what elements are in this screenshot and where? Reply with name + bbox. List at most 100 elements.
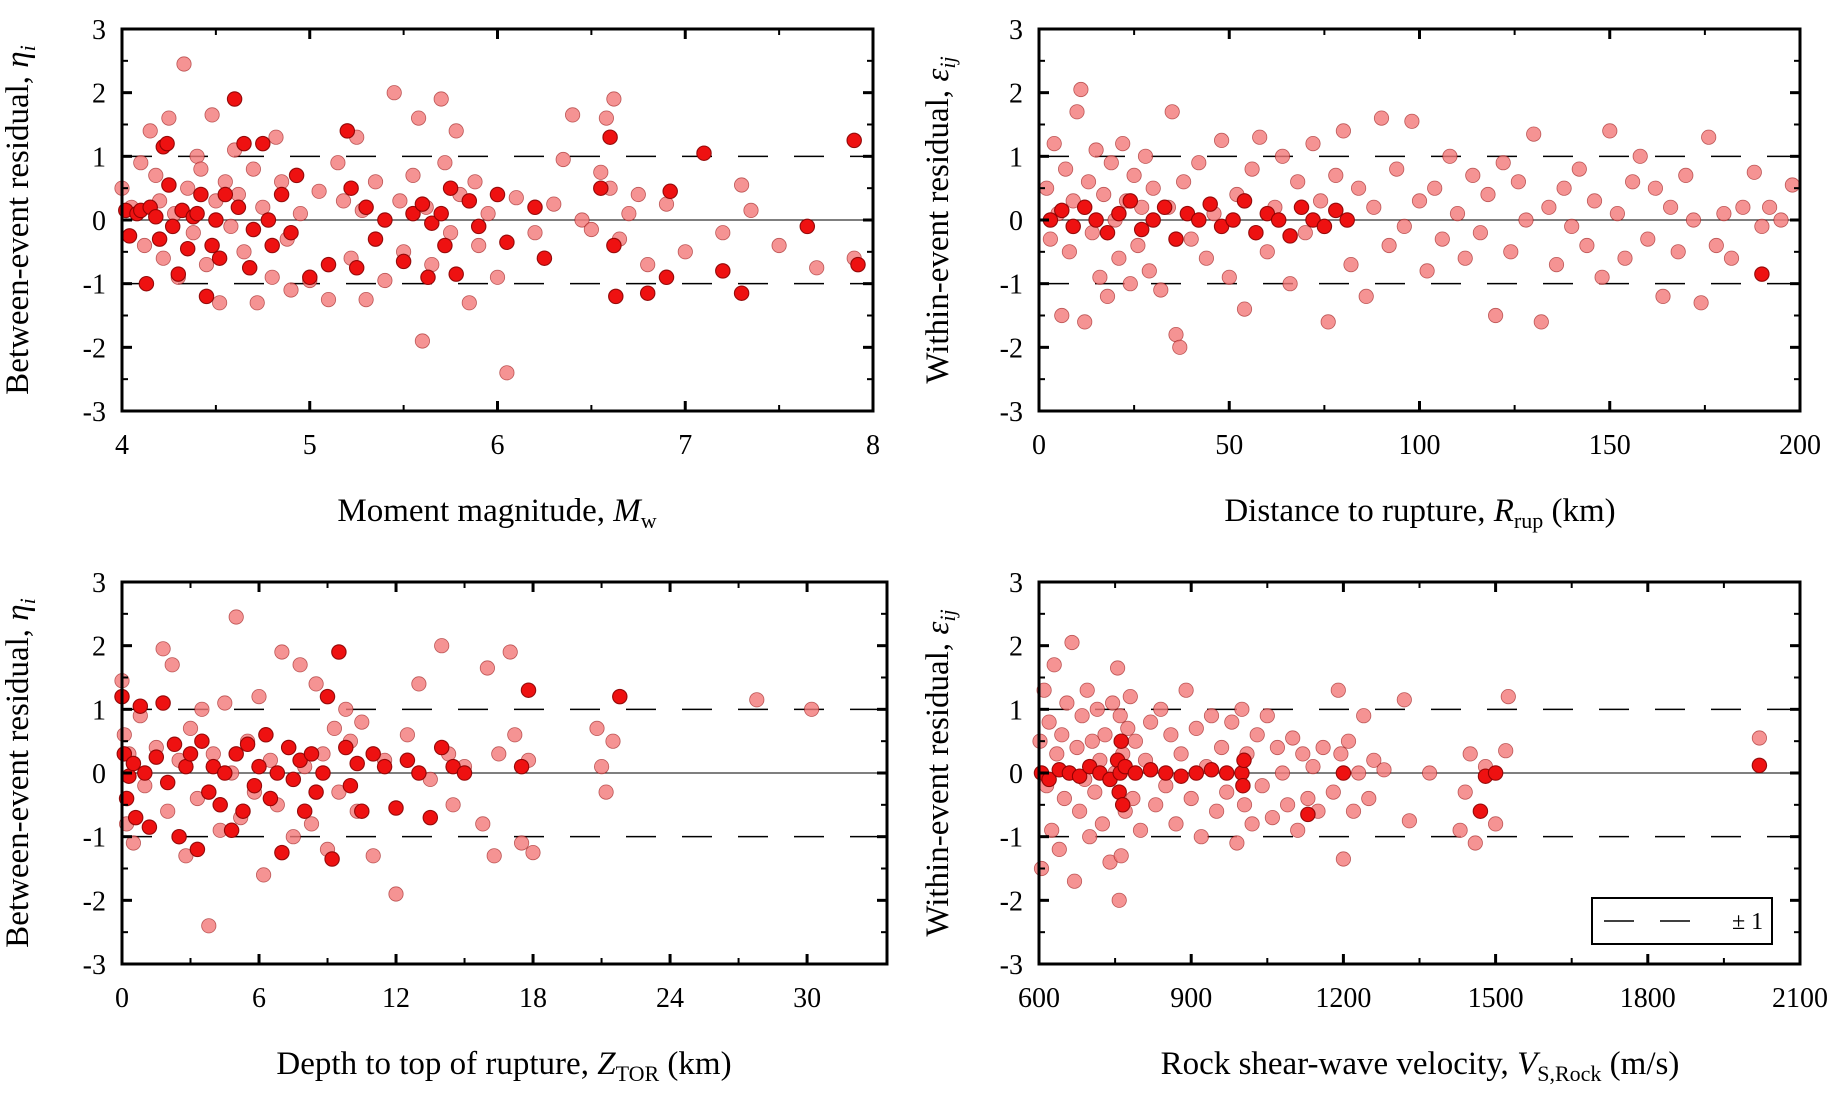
legend-label: ± 1: [1732, 909, 1763, 935]
data-point-light: [513, 835, 530, 851]
data-point-dark: [1114, 797, 1131, 813]
data-point-light: [1376, 762, 1392, 778]
data-point-light: [1168, 816, 1184, 832]
data-point-light: [1297, 225, 1313, 241]
x-tick-label: 6: [252, 983, 266, 1014]
data-point-light: [1442, 148, 1458, 164]
data-point-dark: [226, 91, 243, 107]
data-point-light: [1105, 695, 1121, 711]
data-point-dark: [189, 841, 206, 858]
data-point-light: [1236, 797, 1253, 813]
data-point-light: [1214, 132, 1230, 148]
x-tick-label: 200: [1779, 430, 1821, 461]
data-point-light: [1295, 746, 1311, 762]
data-point-light: [223, 218, 239, 234]
data-point-light: [365, 848, 381, 864]
y-tick-label: -3: [1000, 397, 1023, 428]
data-point-dark: [239, 736, 256, 753]
data-point-dark: [1293, 199, 1310, 216]
y-tick-label: -3: [1000, 950, 1023, 981]
data-point-light: [185, 225, 201, 241]
data-point-light: [245, 161, 261, 177]
data-point-light: [1330, 682, 1346, 698]
data-point-light: [1396, 692, 1412, 708]
x-tick-label: 18: [519, 983, 547, 1014]
data-point-light: [1462, 746, 1478, 762]
data-point-dark: [414, 196, 431, 212]
data-point-light: [1274, 148, 1291, 164]
data-point-light: [1219, 784, 1235, 800]
data-point-light: [1488, 307, 1504, 324]
data-point-light: [1113, 848, 1129, 864]
data-point-light: [386, 85, 402, 101]
data-point-dark: [470, 218, 487, 235]
data-point-light: [1685, 212, 1702, 228]
data-point-light: [1054, 307, 1070, 324]
data-point-light: [502, 644, 518, 660]
x-tick-label: 0: [1032, 430, 1046, 461]
data-point-dark: [1122, 193, 1139, 209]
data-point-dark: [513, 758, 530, 775]
data-point-light: [1320, 314, 1336, 330]
data-point-light: [1224, 714, 1240, 730]
data-point-light: [392, 193, 408, 209]
data-point-light: [1647, 180, 1664, 196]
data-point-light: [1449, 206, 1466, 222]
y-tick-label: 3: [1009, 568, 1023, 599]
data-point-light: [236, 244, 252, 260]
data-point-light: [1282, 276, 1298, 292]
y-tick-label: -2: [1000, 886, 1023, 917]
data-point-dark: [1188, 765, 1205, 781]
data-point-dark: [320, 256, 337, 273]
data-point-light: [564, 107, 581, 123]
data-point-light: [1678, 167, 1694, 183]
data-point-dark: [201, 784, 217, 800]
data-point-dark: [405, 205, 421, 222]
data-point-light: [230, 186, 246, 203]
data-point-dark: [388, 800, 404, 816]
data-point-light: [1244, 161, 1260, 177]
data-point-light: [1126, 167, 1142, 183]
data-point-light: [424, 256, 440, 273]
data-point-light: [264, 269, 280, 285]
data-point-dark: [182, 746, 199, 762]
data-point-light: [1073, 81, 1089, 98]
data-point-light: [189, 148, 205, 164]
data-point-dark: [285, 771, 302, 788]
data-point-dark: [211, 250, 228, 266]
data-point-light: [1586, 193, 1603, 209]
x-tick-label: 4: [115, 430, 129, 461]
data-point-dark: [296, 803, 313, 819]
data-point-light: [445, 797, 461, 813]
data-point-light: [1655, 288, 1671, 304]
data-point-dark: [255, 135, 271, 152]
data-point-light: [292, 206, 308, 222]
data-point-light: [1111, 250, 1127, 266]
data-point-light: [1500, 688, 1516, 705]
data-point-light: [677, 244, 693, 260]
data-point-light: [437, 155, 453, 171]
data-point-light: [507, 727, 523, 743]
data-point-light: [1066, 873, 1083, 889]
data-point-dark: [602, 129, 618, 145]
data-point-light: [1701, 129, 1717, 145]
data-point-light: [499, 365, 515, 381]
data-point-dark: [1225, 212, 1241, 228]
data-point-dark: [1487, 765, 1504, 781]
data-point-light: [1214, 739, 1230, 756]
data-point-dark: [148, 209, 164, 225]
data-point-light: [555, 151, 571, 168]
data-point-light: [1132, 822, 1149, 838]
data-point-light: [771, 237, 787, 254]
data-point-light: [1670, 244, 1686, 260]
data-point-light: [285, 829, 301, 845]
data-point-dark: [137, 765, 153, 781]
y-axis-title: Between-event residual, ηi: [0, 45, 40, 395]
data-point-light: [1122, 276, 1138, 292]
data-point-dark: [348, 260, 365, 276]
data-point-dark: [442, 180, 459, 196]
data-point-light: [1153, 282, 1169, 298]
data-point-light: [1290, 174, 1306, 190]
data-point-dark: [315, 765, 331, 781]
data-point-light: [1097, 727, 1113, 743]
